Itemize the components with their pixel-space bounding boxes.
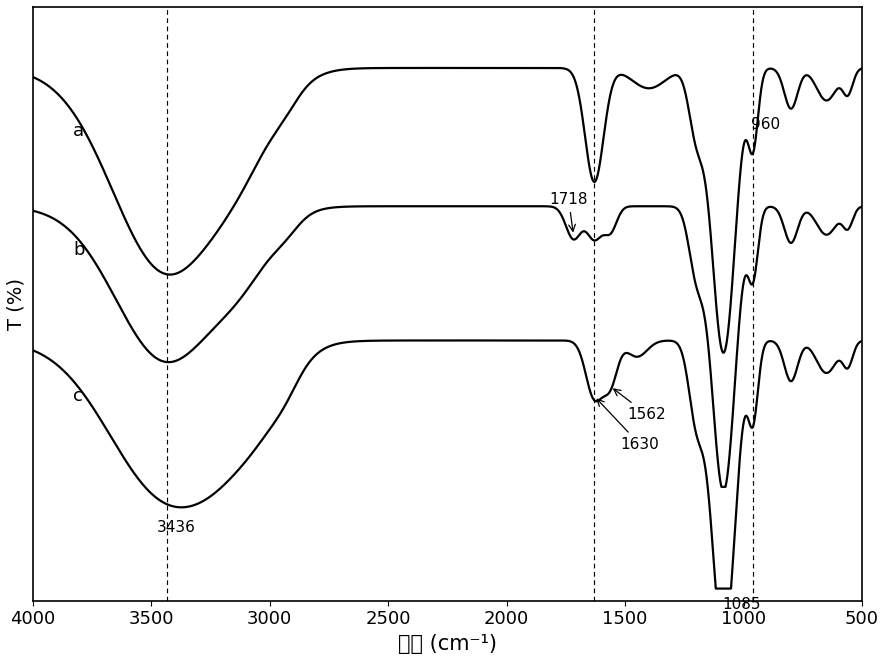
- Text: 1718: 1718: [549, 192, 587, 231]
- Text: c: c: [74, 387, 83, 405]
- X-axis label: 波数 (cm⁻¹): 波数 (cm⁻¹): [398, 634, 497, 654]
- Text: 960: 960: [751, 118, 781, 132]
- Text: b: b: [74, 241, 85, 258]
- Text: 1085: 1085: [722, 597, 761, 611]
- Text: 3436: 3436: [157, 520, 196, 535]
- Text: a: a: [74, 122, 84, 139]
- Text: 1630: 1630: [597, 399, 659, 452]
- Text: 1562: 1562: [614, 389, 666, 422]
- Y-axis label: T (%): T (%): [7, 278, 26, 330]
